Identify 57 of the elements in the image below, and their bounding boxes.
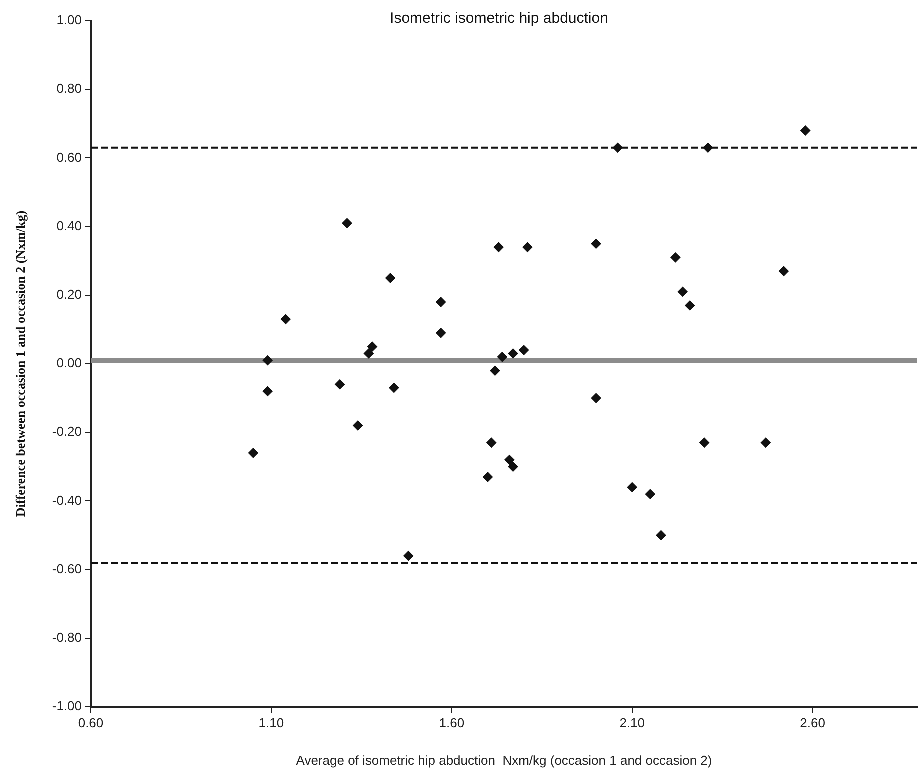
point bbox=[486, 438, 497, 448]
y-tick-label: -0.60 bbox=[52, 561, 82, 576]
point bbox=[645, 489, 656, 500]
point bbox=[522, 242, 533, 252]
point bbox=[627, 482, 638, 492]
x-axis-title: Average of isometric hip abduction Nxm/kg (occasion 1 and occasion 2) bbox=[296, 752, 712, 768]
point bbox=[335, 380, 346, 390]
point bbox=[760, 438, 771, 448]
point bbox=[353, 420, 364, 431]
point bbox=[612, 142, 623, 153]
x-tick-label: 0.60 bbox=[78, 715, 104, 730]
x-tick-label: 2.10 bbox=[620, 715, 646, 730]
y-tick-label: 0.80 bbox=[56, 81, 82, 96]
point bbox=[386, 273, 396, 284]
y-tick-label: 0.20 bbox=[56, 286, 82, 302]
y-tick-label: 0.40 bbox=[56, 218, 82, 234]
x-tick-label: 1.10 bbox=[258, 715, 284, 730]
point bbox=[508, 462, 518, 472]
y-tick-label: 0.00 bbox=[56, 356, 82, 371]
point bbox=[678, 286, 688, 297]
point bbox=[670, 252, 681, 263]
point bbox=[591, 393, 602, 404]
point bbox=[342, 218, 352, 228]
point bbox=[248, 448, 258, 458]
point bbox=[685, 300, 696, 311]
y-tick-label: -1.00 bbox=[52, 698, 82, 714]
point bbox=[508, 348, 518, 359]
point bbox=[280, 314, 291, 324]
point bbox=[389, 383, 400, 394]
point bbox=[778, 266, 789, 276]
point bbox=[262, 356, 273, 366]
point bbox=[519, 345, 530, 356]
point bbox=[483, 472, 494, 482]
x-tick-label: 1.60 bbox=[439, 715, 465, 730]
point bbox=[436, 297, 446, 308]
point bbox=[368, 342, 378, 352]
y-tick-label: 0.60 bbox=[56, 150, 82, 165]
point bbox=[800, 126, 811, 136]
point bbox=[591, 238, 602, 249]
point bbox=[490, 366, 500, 376]
chart-title: Isometric isometric hip abduction bbox=[390, 10, 608, 28]
y-tick-label: -0.20 bbox=[52, 424, 82, 440]
point bbox=[497, 352, 508, 362]
y-axis-title: Difference between occasion 1 and occasion 2 (Nxm/kg) bbox=[13, 210, 28, 518]
point bbox=[436, 328, 446, 338]
point bbox=[404, 551, 414, 562]
point bbox=[656, 530, 666, 540]
point bbox=[262, 386, 273, 396]
point bbox=[504, 455, 515, 466]
y-tick-label: -0.80 bbox=[52, 630, 82, 645]
point bbox=[703, 142, 714, 153]
x-tick-label: 2.60 bbox=[800, 715, 826, 730]
point bbox=[494, 242, 504, 252]
y-tick-label: -0.40 bbox=[52, 492, 82, 508]
y-tick-label: 1.00 bbox=[56, 12, 82, 28]
point bbox=[700, 438, 710, 448]
point bbox=[364, 348, 374, 359]
